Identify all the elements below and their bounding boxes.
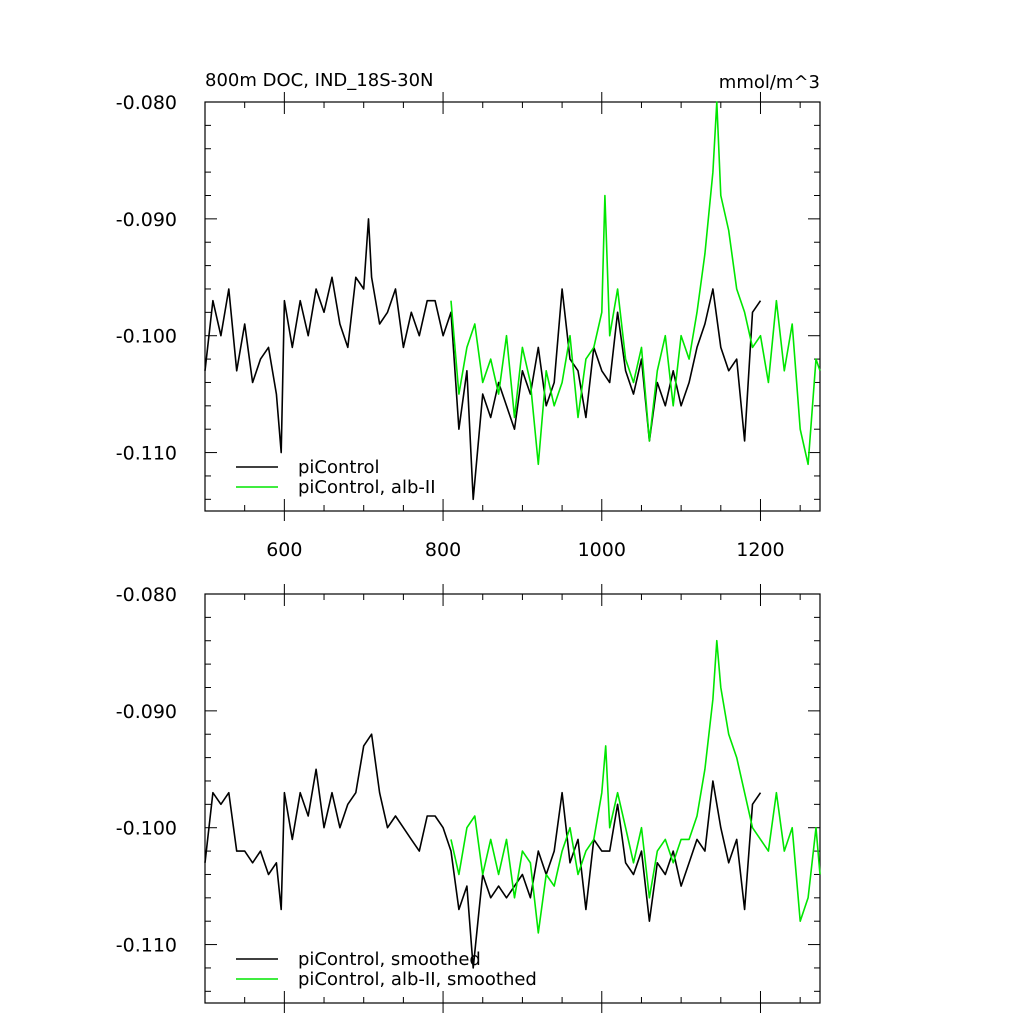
y-tick-label: -0.110: [116, 935, 177, 957]
plot-frame: [204, 593, 821, 1004]
legend-label: piControl: [298, 457, 380, 478]
y-tick-label: -0.100: [116, 818, 177, 840]
plot-frame: [204, 101, 821, 512]
legend-label: piControl, smoothed: [298, 949, 481, 970]
series-line-0: [204, 733, 762, 969]
y-tick-label: -0.100: [116, 326, 177, 348]
x-tick-label: 1200: [736, 539, 784, 561]
y-tick-label: -0.110: [116, 443, 177, 465]
series-line-1: [450, 639, 821, 934]
panel-top: -0.080 -0.090 -0.100 -0.110 600 800 1000 1200 80…: [116, 70, 821, 561]
y-tick-label: -0.080: [116, 584, 177, 606]
y-tick-label: -0.090: [116, 701, 177, 723]
x-tick-label: 600: [266, 539, 302, 561]
legend-label: piControl, alb-II: [298, 477, 436, 498]
series-line-1: [450, 101, 821, 466]
y-tick-label: -0.080: [116, 92, 177, 114]
legend-label: piControl, alb-II, smoothed: [298, 969, 537, 990]
panel-bottom: -0.080 -0.090 -0.100 -0.110 piControl, smoot…: [116, 584, 821, 1013]
chart-title: 800m DOC, IND_18S-30N: [205, 70, 433, 91]
y-tick-label: -0.090: [116, 209, 177, 231]
x-tick-label: 1000: [578, 539, 626, 561]
units-label: mmol/m^3: [719, 72, 820, 93]
series-line-0: [204, 218, 762, 501]
x-tick-label: 800: [425, 539, 461, 561]
